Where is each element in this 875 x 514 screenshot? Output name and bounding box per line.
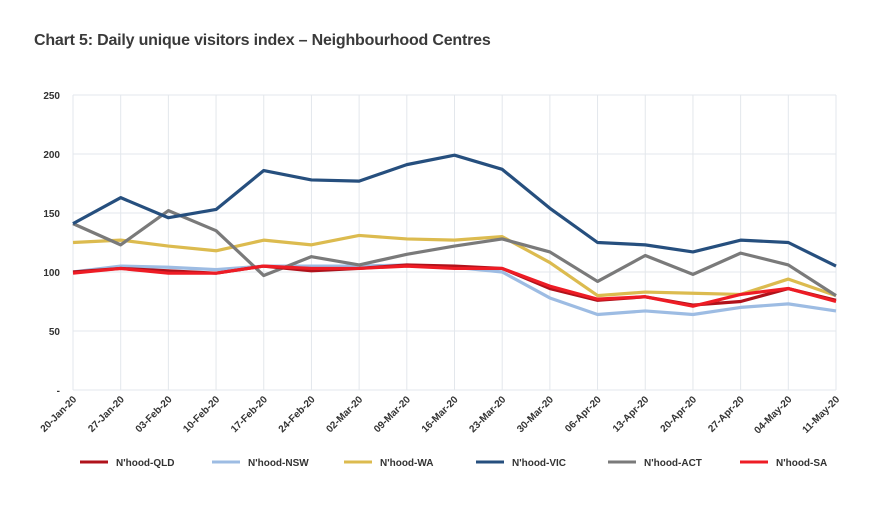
y-tick-label: 150 <box>43 209 60 220</box>
chart-title: Chart 5: Daily unique visitors index – N… <box>34 32 491 49</box>
legend-label: N'hood-QLD <box>116 458 174 469</box>
y-tick-label: 200 <box>43 150 60 161</box>
series-line-nhoodvic <box>72 153 837 268</box>
series-line-nhoodsa <box>72 264 837 308</box>
x-tick-label: 20-Jan-20 <box>39 394 80 435</box>
x-axis-ticks: 20-Jan-20 27-Jan-20 03-Feb-20 10-Feb-20 17-F… <box>39 394 843 436</box>
x-tick-label: 06-Apr-20 <box>563 394 604 435</box>
x-tick-label: 04-May-20 <box>752 394 794 436</box>
y-tick-label: 50 <box>49 327 61 338</box>
legend-label: N'hood-NSW <box>248 458 309 469</box>
y-tick-label: 250 <box>43 91 60 102</box>
grid <box>72 94 837 391</box>
legend-label: N'hood-ACT <box>644 458 702 469</box>
series-line-nhoodact <box>72 209 837 297</box>
x-tick-label: 02-Mar-20 <box>324 394 365 435</box>
x-tick-label: 27-Jan-20 <box>86 394 127 435</box>
x-tick-label: 17-Feb-20 <box>229 394 270 435</box>
x-tick-label: 30-Mar-20 <box>515 394 556 435</box>
x-tick-label: 23-Mar-20 <box>468 394 509 435</box>
x-tick-label: 03-Feb-20 <box>134 394 175 435</box>
x-tick-label: 20-Apr-20 <box>659 394 700 435</box>
series-line-nhoodwa <box>72 233 837 298</box>
x-tick-label: 09-Mar-20 <box>372 394 413 435</box>
y-tick-label: 100 <box>43 268 60 279</box>
series-lines <box>72 153 837 317</box>
legend-label: N'hood-VIC <box>512 458 566 469</box>
x-tick-label: 11-May-20 <box>801 394 843 436</box>
legend: N'hood-QLD N'hood-NSW N'hood-WA N'hood-VIC N… <box>80 458 827 469</box>
x-tick-label: 24-Feb-20 <box>277 394 318 435</box>
x-tick-label: 10-Feb-20 <box>181 394 222 435</box>
y-axis-ticks: - 50 100 150 200 250 <box>43 91 60 397</box>
x-tick-label: 16-Mar-20 <box>420 394 461 435</box>
legend-label: N'hood-SA <box>776 458 827 469</box>
x-tick-label: 13-Apr-20 <box>611 394 652 435</box>
x-tick-label: 27-Apr-20 <box>706 394 747 435</box>
y-tick-label: - <box>57 386 60 397</box>
legend-label: N'hood-WA <box>380 458 433 469</box>
